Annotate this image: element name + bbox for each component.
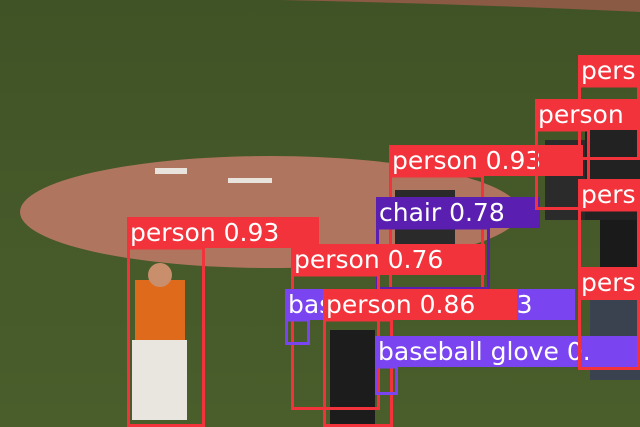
detection-label: person 0.93: [130, 218, 279, 247]
detection-label: person: [538, 100, 624, 129]
detection-label: person 0.86: [326, 290, 475, 319]
label-background: [535, 99, 640, 130]
detection-label: pers: [581, 268, 636, 297]
rubber: [228, 178, 272, 183]
detection-label: person 0.76: [294, 245, 443, 274]
label-background: [389, 145, 583, 176]
detections: person 0.93 person 0.93 chair 0.78 person 0…: [127, 55, 640, 427]
label-background: [578, 55, 640, 86]
rubber: [155, 168, 187, 174]
label-background: [376, 197, 540, 228]
label-background: [578, 179, 640, 210]
detection-label: pers: [581, 180, 636, 209]
label-background: [375, 336, 640, 367]
detection-label: pers: [581, 56, 636, 85]
detection-label: chair 0.78: [379, 198, 505, 227]
label-background: [127, 217, 319, 248]
label-background: [578, 267, 640, 298]
infield-dirt: [280, 0, 640, 12]
detection-label: baseball glove 0.: [378, 337, 591, 366]
label-background: [323, 289, 517, 320]
detection-label: person 0.93: [392, 146, 541, 175]
label-background: [291, 244, 485, 275]
